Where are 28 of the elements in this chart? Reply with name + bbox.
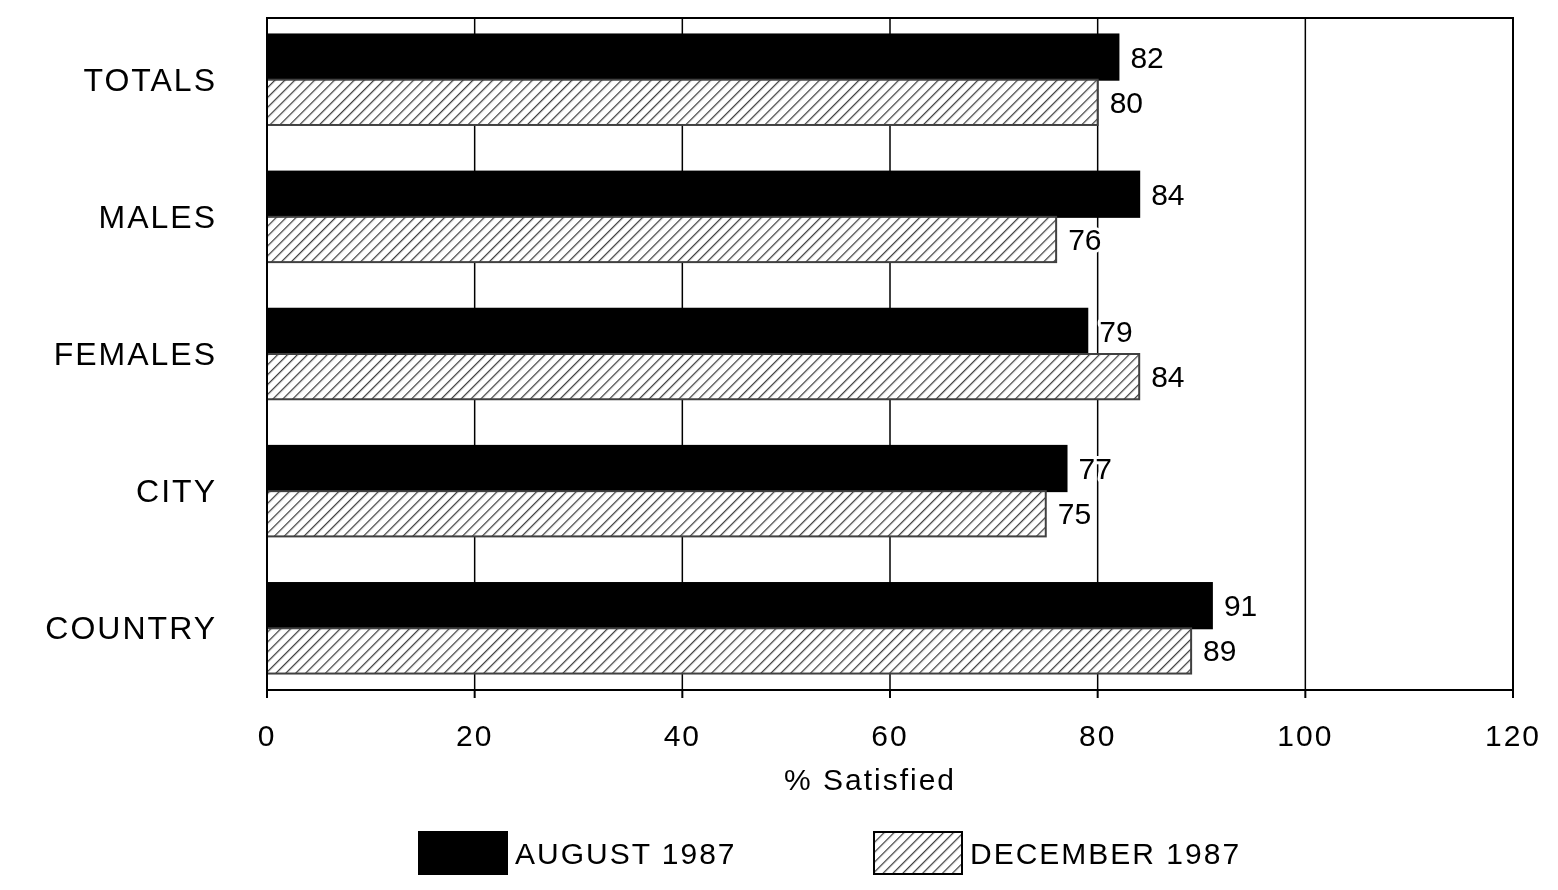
x-tick-label: 120: [1484, 719, 1542, 752]
legend-label: DECEMBER 1987: [970, 836, 1242, 870]
data-label: 80: [1109, 85, 1144, 119]
data-label: 75: [1057, 497, 1092, 531]
bar: [266, 353, 1141, 401]
bar: [266, 490, 1047, 538]
x-tick-label: 0: [257, 719, 277, 752]
y-tick-label: COUNTRY: [45, 610, 217, 647]
x-tick-label: 60: [871, 719, 909, 752]
data-label: 89: [1203, 634, 1237, 668]
bar: [266, 215, 1058, 264]
x-axis-title: % Satisfied: [783, 763, 957, 796]
data-label: 91: [1223, 589, 1258, 623]
x-tick-label: 80: [1078, 719, 1117, 752]
bar: [266, 78, 1099, 126]
data-label: 84: [1151, 177, 1185, 211]
y-tick-label: FEMALES: [53, 336, 217, 373]
legend-label: AUGUST 1987: [515, 836, 737, 870]
data-label: 79: [1099, 314, 1133, 348]
y-tick-label: MALES: [98, 199, 217, 236]
y-tick-label: TOTALS: [83, 61, 217, 98]
x-tick-label: 100: [1277, 719, 1334, 752]
x-tick-label: 20: [455, 719, 494, 752]
bar: [266, 627, 1193, 675]
y-tick-label: CITY: [136, 473, 217, 510]
data-label: 82: [1130, 40, 1164, 74]
x-tick-label: 40: [663, 719, 702, 752]
data-label: 84: [1151, 360, 1185, 394]
